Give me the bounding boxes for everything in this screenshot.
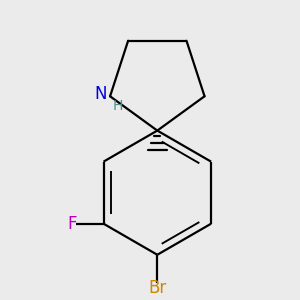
Text: H: H (113, 99, 123, 113)
Text: N: N (94, 85, 106, 103)
Text: F: F (68, 215, 77, 233)
Text: Br: Br (148, 279, 166, 297)
